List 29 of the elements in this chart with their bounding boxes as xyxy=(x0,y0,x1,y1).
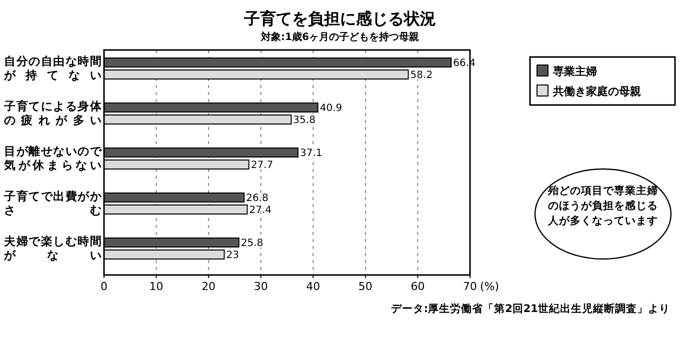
y-tick-label: 自分の自由な時間が持てない xyxy=(4,54,102,82)
data-label: 58.2 xyxy=(410,70,433,81)
chart-subtitle: 対象:1歳6ヶ月の子どもを持つ母親 xyxy=(260,31,419,43)
data-label: 27.4 xyxy=(249,205,272,216)
data-label: 26.8 xyxy=(246,193,268,204)
x-tick-label: 40 xyxy=(306,280,320,293)
data-label: 27.7 xyxy=(250,160,274,171)
y-tick-label: 子育てによる身体の疲れが多い xyxy=(4,98,102,126)
legend-label: 専業主婦 xyxy=(552,65,597,78)
data-label: 37.1 xyxy=(300,148,322,159)
x-tick-label: 50 xyxy=(358,280,372,293)
legend-label: 共働き家庭の母親 xyxy=(552,85,641,98)
text: データ:厚生労働省「第2回21世紀出生児縦断調査」より xyxy=(390,302,670,315)
data-label: 35.8 xyxy=(293,115,316,126)
x-tick-label: 30 xyxy=(254,280,268,293)
data-label: 40.9 xyxy=(320,103,342,114)
x-tick-label: 0 xyxy=(100,280,108,293)
data-label: 25.8 xyxy=(240,238,264,249)
x-tick-label: 60 xyxy=(410,280,425,293)
x-tick-label: 70 xyxy=(463,280,477,293)
y-tick-label: 目が離せないので気が休まらない xyxy=(4,144,102,172)
x-tick-label: 20 xyxy=(202,280,216,293)
chart-title: 子育てを負担に感じる状況 xyxy=(243,9,436,28)
y-tick-label: 夫婦で楽しむ時間がない xyxy=(4,234,102,262)
x-tick-label: 10 xyxy=(149,280,164,293)
x-axis-title: (%) xyxy=(480,280,500,293)
data-label: 23 xyxy=(226,250,239,261)
y-tick-label: 子育てで出費がかさむ xyxy=(4,188,102,216)
text: 殆どの項目で専業主婦のほうが負担を感じる人が多くなっています xyxy=(548,184,658,229)
